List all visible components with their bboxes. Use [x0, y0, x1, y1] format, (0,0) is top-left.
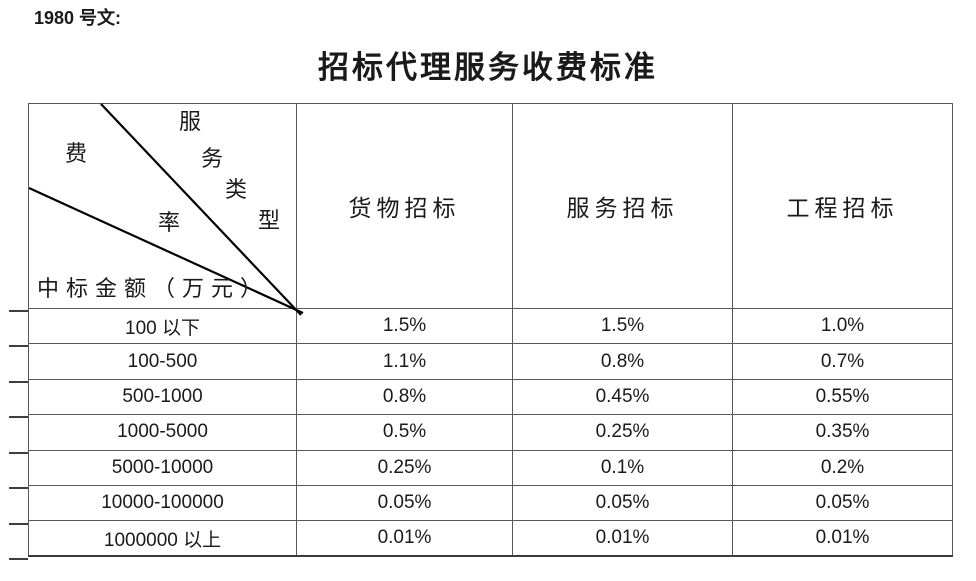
row-label: 5000-10000	[28, 449, 297, 486]
rate-cell: 0.8%	[296, 378, 513, 416]
corner-fee-rate-char: 率	[158, 210, 181, 235]
header-row: 服 务 类 型 费 率 中标金额（万元） 货物招标 服务招标 工程招标	[28, 103, 953, 316]
table-row: 100-500 1.1% 0.8% 0.7%	[28, 343, 953, 380]
corner-service-type-char: 类	[225, 177, 248, 202]
rate-cell: 0.35%	[732, 414, 953, 451]
row-boundary-tick	[9, 380, 28, 383]
row-label: 500-1000	[28, 378, 297, 416]
rate-cell: 0.45%	[512, 378, 733, 416]
corner-cell: 服 务 类 型 费 率 中标金额（万元）	[28, 103, 304, 316]
rate-cell: 0.2%	[732, 449, 953, 486]
column-header-services: 服务招标	[512, 103, 733, 309]
row-boundary-tick	[9, 558, 28, 561]
rate-cell: 0.5%	[296, 414, 513, 451]
rate-cell: 0.1%	[512, 449, 733, 486]
page-title: 招标代理服务收费标准	[318, 50, 658, 85]
diagonal-divider-lines	[28, 103, 304, 316]
rate-cell: 0.01%	[296, 520, 513, 557]
rate-cell: 0.01%	[732, 520, 953, 557]
row-label: 1000-5000	[28, 414, 297, 451]
row-boundary-tick	[9, 487, 28, 490]
rate-cell: 1.5%	[296, 307, 513, 345]
row-label: 1000000 以上	[28, 520, 297, 557]
rate-cell: 0.25%	[512, 414, 733, 451]
corner-service-type-char: 务	[201, 146, 224, 171]
row-boundary-tick	[9, 345, 28, 348]
row-boundary-tick	[9, 451, 28, 454]
fee-table: 服 务 类 型 费 率 中标金额（万元） 货物招标 服务招标 工程招标 100 …	[28, 103, 953, 558]
corner-service-type-char: 服	[179, 109, 202, 134]
row-boundary-tick	[9, 416, 28, 419]
rate-cell: 0.05%	[732, 484, 953, 522]
row-label: 100-500	[28, 343, 297, 380]
rate-cell: 1.0%	[732, 307, 953, 345]
row-boundary-tick	[9, 522, 28, 525]
table-body: 100 以下 1.5% 1.5% 1.0% 100-500 1.1% 0.8% 0.7% 500…	[28, 307, 953, 557]
rate-cell: 0.01%	[512, 520, 733, 557]
rate-cell: 0.8%	[512, 343, 733, 380]
rate-cell: 0.7%	[732, 343, 953, 380]
corner-fee-rate-char: 费	[65, 141, 88, 166]
row-label: 100 以下	[28, 307, 297, 345]
rate-cell: 1.1%	[296, 343, 513, 380]
table-row: 1000-5000 0.5% 0.25% 0.35%	[28, 414, 953, 451]
table-row: 5000-10000 0.25% 0.1% 0.2%	[28, 449, 953, 486]
corner-service-type-char: 型	[258, 208, 281, 233]
rate-cell: 0.05%	[296, 484, 513, 522]
rate-cell: 0.25%	[296, 449, 513, 486]
table-row: 100 以下 1.5% 1.5% 1.0%	[28, 307, 953, 345]
column-header-goods: 货物招标	[296, 103, 513, 309]
table-row: 1000000 以上 0.01% 0.01% 0.01%	[28, 520, 953, 557]
doc-number: 1980 号文:	[34, 8, 122, 28]
corner-amount-label: 中标金额（万元）	[37, 276, 270, 301]
table-row: 500-1000 0.8% 0.45% 0.55%	[28, 378, 953, 416]
row-label: 10000-100000	[28, 484, 297, 522]
column-header-works: 工程招标	[732, 103, 953, 309]
rate-cell: 1.5%	[512, 307, 733, 345]
row-boundary-tick	[9, 309, 28, 312]
rate-cell: 0.05%	[512, 484, 733, 522]
rate-cell: 0.55%	[732, 378, 953, 416]
table-row: 10000-100000 0.05% 0.05% 0.05%	[28, 484, 953, 522]
